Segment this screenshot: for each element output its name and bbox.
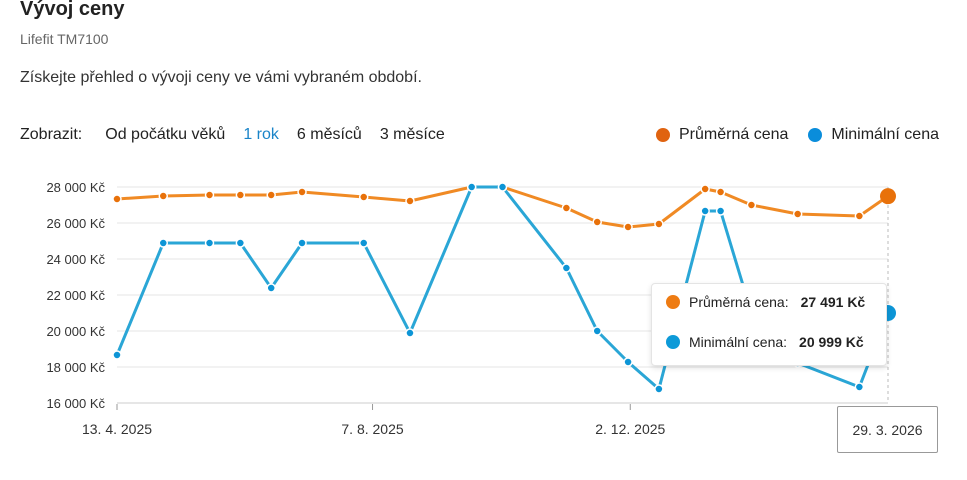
legend-item-average[interactable]: Průměrná cena (656, 126, 788, 144)
x-tick-label: 13. 4. 2025 (82, 421, 152, 437)
data-point (358, 238, 369, 248)
chart-legend: Průměrná cena Minimální cena (636, 126, 939, 144)
data-point (623, 222, 633, 232)
data-point (592, 326, 602, 336)
data-point (112, 350, 122, 360)
data-point (880, 188, 896, 205)
data-point (592, 217, 602, 227)
filter-label: Zobrazit: (20, 126, 83, 143)
series-line-average (116, 185, 889, 229)
data-point (297, 187, 307, 197)
blue-dot-icon (666, 335, 680, 349)
data-point (266, 283, 276, 293)
data-point (561, 203, 572, 213)
data-point (654, 219, 664, 229)
data-point (497, 182, 508, 192)
legend-label: Průměrná cena (679, 126, 789, 143)
orange-dot-icon (656, 128, 670, 142)
crosshair-date-label: 29. 3. 2026 (837, 406, 938, 453)
y-tick-label: 26 000 Kč (46, 216, 105, 231)
orange-dot-icon (666, 295, 680, 309)
tooltip-min-label: Minimální cena: (689, 334, 788, 350)
data-point (158, 238, 169, 248)
data-point (466, 182, 477, 192)
data-point (266, 190, 276, 200)
x-tick-label: 7. 8. 2025 (341, 421, 403, 437)
data-point (112, 194, 122, 204)
data-point (854, 382, 865, 392)
y-tick-label: 20 000 Kč (46, 324, 105, 339)
data-point (746, 200, 757, 210)
data-point (715, 206, 726, 216)
data-point (405, 196, 415, 206)
data-point (158, 191, 169, 201)
data-point (792, 209, 803, 219)
data-point (405, 328, 415, 338)
data-point (700, 206, 710, 216)
data-point (204, 238, 215, 248)
tooltip-avg-label: Průměrná cena: (689, 294, 789, 310)
legend-item-minimum[interactable]: Minimální cena (808, 126, 939, 144)
data-point (654, 384, 664, 394)
data-point (297, 238, 307, 248)
chart-tooltip: Průměrná cena: 27 491 Kč Minimální cena:… (651, 283, 887, 366)
data-point (623, 357, 633, 367)
data-point (235, 190, 246, 200)
filter-all-time[interactable]: Od počátku věků (105, 126, 226, 143)
data-point (715, 187, 726, 197)
y-tick-label: 22 000 Kč (46, 288, 105, 303)
tooltip-min-value: 20 999 Kč (799, 334, 864, 350)
y-tick-label: 16 000 Kč (46, 396, 105, 411)
x-tick-label: 2. 12. 2025 (595, 421, 665, 437)
filter-1-year[interactable]: 1 rok (243, 126, 279, 143)
data-point (561, 263, 572, 273)
data-point (204, 190, 215, 200)
y-tick-label: 28 000 Kč (46, 180, 105, 195)
page-title: Vývoj ceny (20, 0, 125, 20)
blue-dot-icon (808, 128, 823, 142)
data-point (358, 192, 369, 202)
y-tick-label: 24 000 Kč (46, 252, 105, 267)
data-point (854, 211, 865, 221)
product-name: Lifefit TM7100 (20, 31, 109, 47)
y-tick-label: 18 000 Kč (46, 360, 105, 375)
data-point (700, 184, 710, 194)
filter-6-months[interactable]: 6 měsíců (296, 126, 362, 143)
legend-label: Minimální cena (831, 126, 939, 143)
filter-3-months[interactable]: 3 měsíce (379, 126, 445, 143)
period-filter: Zobrazit: Od počátku věků 1 rok 6 měsíců… (20, 126, 463, 144)
description: Získejte přehled o vývoji ceny ve vámi v… (20, 69, 422, 86)
data-point (235, 238, 246, 248)
tooltip-avg-value: 27 491 Kč (800, 294, 866, 310)
